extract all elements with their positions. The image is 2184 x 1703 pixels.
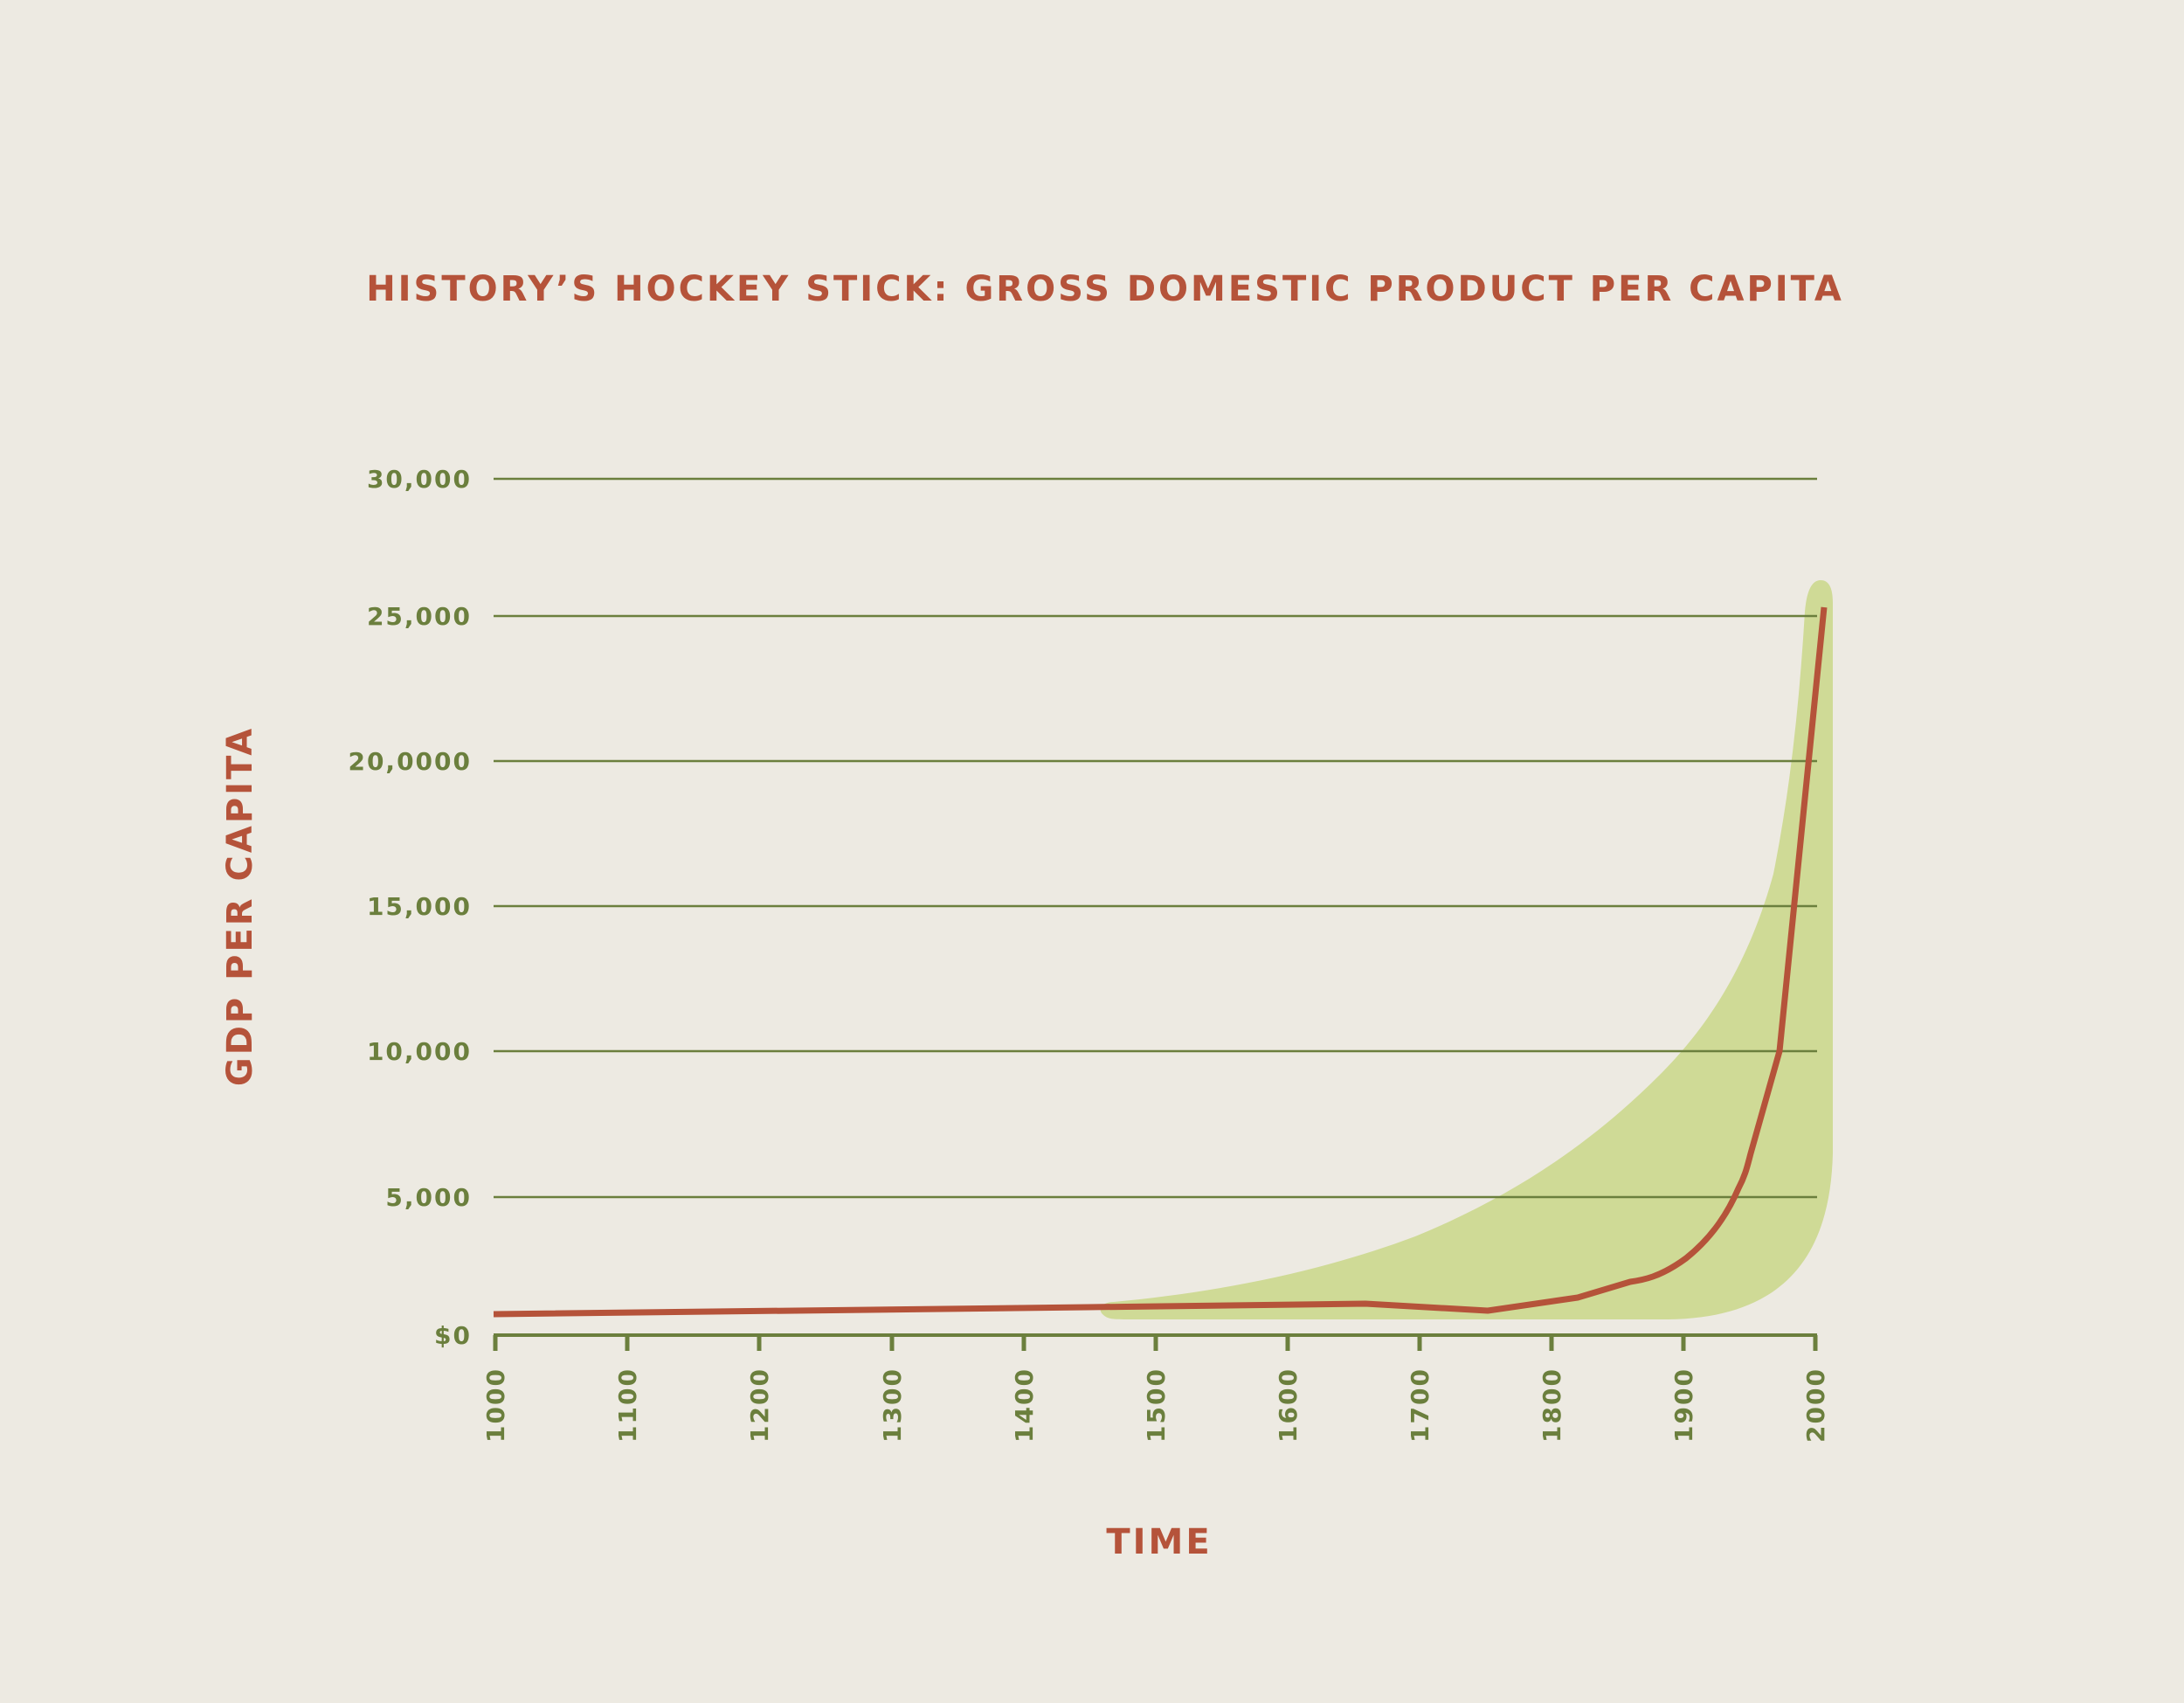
gridlines <box>494 477 1817 1199</box>
x-tick-label: 1600 <box>1274 1367 1303 1443</box>
y-tick-label: 15,000 <box>367 892 472 921</box>
y-tick-labels: 30,000 25,000 20,0000 15,000 10,000 5,00… <box>348 465 472 1350</box>
x-tick-label: 1100 <box>613 1367 642 1443</box>
x-axis-title: TIME <box>1106 1522 1212 1562</box>
y-tick-label: $0 <box>434 1321 472 1350</box>
x-tick-labels: 1000 1100 1200 1300 1400 1500 1600 1700 … <box>481 1367 1830 1443</box>
x-axis <box>493 1333 1818 1351</box>
x-tick-label: 2000 <box>1801 1367 1830 1443</box>
y-tick-label: 30,000 <box>367 465 472 494</box>
range-band <box>1100 580 1833 1319</box>
y-tick-label: 10,000 <box>367 1037 472 1066</box>
x-tick-label: 1000 <box>481 1367 510 1443</box>
y-axis-title: GDP PER CAPITA <box>220 726 260 1086</box>
x-tick-label: 1300 <box>878 1367 907 1443</box>
x-tick-label: 1200 <box>745 1367 774 1443</box>
x-tick-label: 1700 <box>1406 1367 1434 1443</box>
gdp-line <box>493 606 1828 1318</box>
y-tick-label: 25,000 <box>367 602 472 631</box>
y-tick-label: 20,0000 <box>348 747 472 776</box>
x-tick-label: 1500 <box>1142 1367 1171 1443</box>
x-tick-label: 1900 <box>1669 1367 1698 1443</box>
chart-title: HISTORY’S HOCKEY STICK: GROSS DOMESTIC P… <box>366 269 1844 309</box>
x-tick-label: 1800 <box>1538 1367 1566 1443</box>
x-tick-label: 1400 <box>1010 1367 1039 1443</box>
y-tick-label: 5,000 <box>385 1183 472 1212</box>
